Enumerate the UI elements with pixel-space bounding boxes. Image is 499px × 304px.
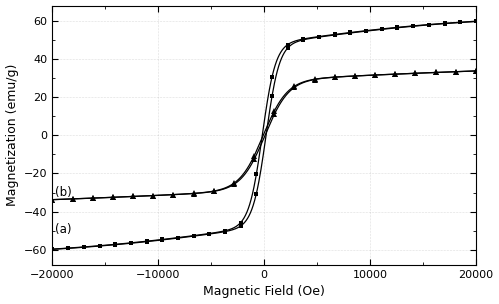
Text: (b): (b) [54, 186, 71, 199]
X-axis label: Magnetic Field (Oe): Magnetic Field (Oe) [203, 285, 325, 299]
Y-axis label: Magnetization (emu/g): Magnetization (emu/g) [5, 64, 18, 206]
Text: (a): (a) [54, 223, 71, 236]
